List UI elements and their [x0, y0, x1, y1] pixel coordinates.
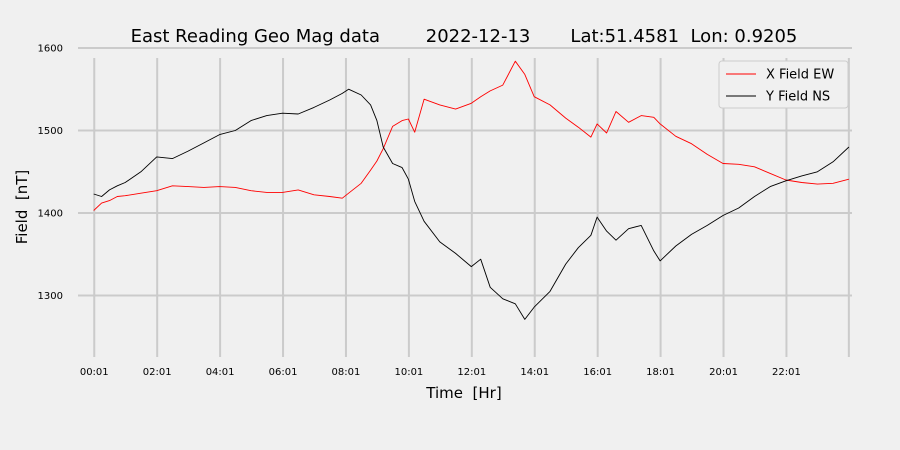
x-tick-label: 08:01: [332, 367, 361, 378]
chart-title: East Reading Geo Mag data 2022-12-13 Lat…: [131, 26, 798, 47]
legend-label: Y Field NS: [765, 90, 830, 105]
x-tick-label: 16:01: [583, 367, 612, 378]
x-tick-label: 14:01: [520, 367, 549, 378]
x-tick-label: 20:01: [709, 367, 738, 378]
x-tick-label: 18:01: [646, 367, 675, 378]
y-tick-label: 1300: [38, 291, 63, 302]
y-axis-label: Field [nT]: [13, 170, 31, 245]
x-tick-label: 12:01: [457, 367, 486, 378]
series-layer: [93, 60, 850, 320]
grid-lines: [78, 47, 852, 357]
y-tick-label: 1600: [38, 44, 63, 55]
x-tick-label: 04:01: [206, 367, 235, 378]
x-tick-label: 00:01: [80, 367, 109, 378]
y-tick-label: 1400: [38, 209, 63, 220]
tick-labels: 1300 1400 1500 1600 00:01 02:01 04:01 06:01 08:0…: [38, 44, 801, 379]
x-tick-label: 10:01: [394, 367, 423, 378]
y-tick-label: 1500: [38, 126, 63, 137]
x-axis-label: Time [Hr]: [425, 384, 501, 402]
x-tick-label: 02:01: [143, 367, 172, 378]
series-line-x-field-ew: [93, 60, 850, 211]
x-tick-label: 22:01: [772, 367, 801, 378]
x-tick-label: 06:01: [269, 367, 298, 378]
series-line-y-field-ns: [93, 88, 850, 320]
legend-label: X Field EW: [766, 68, 834, 83]
legend: X Field EW Y Field NS: [718, 60, 849, 109]
